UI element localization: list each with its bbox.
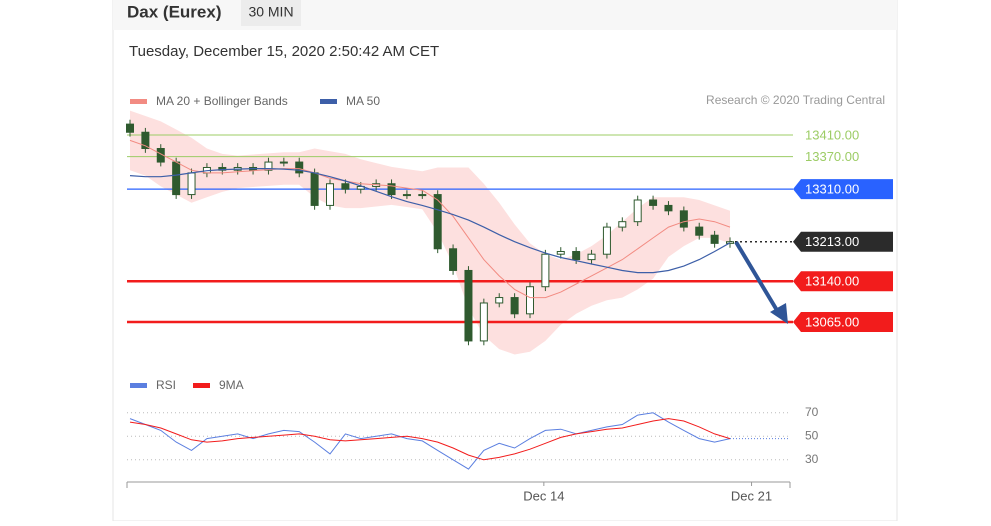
level-label: 13065.00 xyxy=(805,314,859,329)
candle-body xyxy=(418,194,427,197)
y-tick-label: 30 xyxy=(805,452,819,466)
candle-body xyxy=(587,253,596,261)
candle-body xyxy=(279,161,288,164)
legend-label: 9MA xyxy=(219,378,244,392)
candle-body xyxy=(341,183,350,190)
candle-body xyxy=(264,161,273,171)
candle-body xyxy=(126,123,134,133)
legend-swatch xyxy=(130,383,147,388)
candle-body xyxy=(464,269,473,342)
level-label: 13370.00 xyxy=(805,149,859,164)
forecast-arrowhead xyxy=(770,303,788,324)
level-label-box xyxy=(793,231,893,252)
moving-average xyxy=(129,139,731,299)
candle-body xyxy=(556,250,565,255)
indicator-line xyxy=(129,412,731,470)
source: Research © 2020 Trading Central xyxy=(706,93,885,107)
candle-body xyxy=(495,297,504,304)
candle-body xyxy=(649,199,658,206)
legend-swatch xyxy=(130,99,147,104)
candle-body xyxy=(526,286,534,315)
indicator-line xyxy=(129,418,731,461)
candle-body xyxy=(387,183,396,196)
candle-body xyxy=(172,161,181,196)
candle-body xyxy=(541,253,550,288)
candle-body xyxy=(141,131,150,150)
level-label: 13410.00 xyxy=(805,127,859,142)
candle-body xyxy=(402,194,411,197)
candle-body xyxy=(433,194,442,250)
candle-body xyxy=(326,183,334,206)
candle-body xyxy=(572,250,581,261)
instrument-title: Dax (Eurex) xyxy=(127,2,221,21)
level-label: 13140.00 xyxy=(805,274,859,289)
forecast-arrow xyxy=(734,240,780,314)
moving-average xyxy=(129,168,731,274)
candle-body xyxy=(710,234,719,244)
legend-label: MA 20 + Bollinger Bands xyxy=(156,94,288,108)
legend-swatch xyxy=(193,383,210,388)
level-label: 13310.00 xyxy=(805,182,859,197)
legend-swatch xyxy=(320,99,337,104)
candle-body xyxy=(295,161,304,174)
x-tick-label: Dec 21 xyxy=(731,488,772,503)
y-tick-label: 50 xyxy=(805,428,819,442)
level-label-box xyxy=(793,179,893,200)
interval: 30 MIN xyxy=(248,4,293,20)
candle-body xyxy=(618,221,627,228)
timestamp: Tuesday, December 15, 2020 2:50:42 AM CE… xyxy=(129,43,439,60)
candle-body xyxy=(510,297,519,315)
y-tick-label: 70 xyxy=(805,405,819,419)
legend-label: RSI xyxy=(156,378,176,392)
level-label-box xyxy=(793,271,893,292)
legend-label: MA 50 xyxy=(346,94,380,108)
interval-badge xyxy=(241,0,301,26)
candle-body xyxy=(602,226,611,255)
x-tick-label: Dec 14 xyxy=(523,488,564,503)
header-bar xyxy=(113,0,897,30)
bollinger-band xyxy=(130,110,730,355)
candle-body xyxy=(449,248,458,271)
candle-body xyxy=(695,226,704,236)
candle-body xyxy=(479,302,488,342)
candle-body xyxy=(679,210,688,228)
level-label: 13213.00 xyxy=(805,234,859,249)
level-label-box xyxy=(793,311,893,332)
candle-body xyxy=(187,172,196,196)
candle-body xyxy=(310,172,319,206)
candle-body xyxy=(633,199,642,223)
candle-body xyxy=(664,204,673,212)
